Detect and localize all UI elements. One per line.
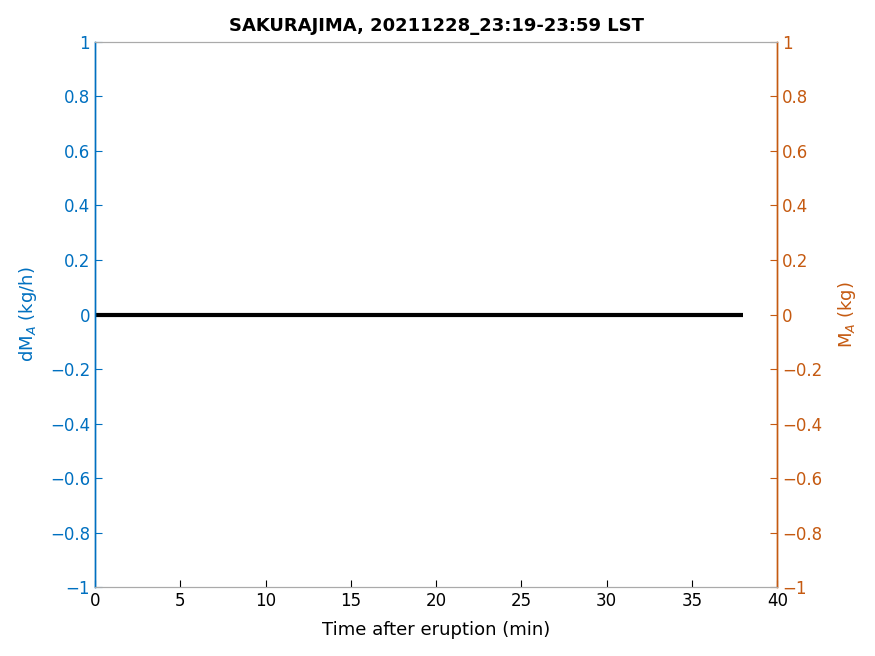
Title: SAKURAJIMA, 20211228_23:19-23:59 LST: SAKURAJIMA, 20211228_23:19-23:59 LST [228,16,644,35]
X-axis label: Time after eruption (min): Time after eruption (min) [322,621,550,640]
Y-axis label: dM$_A$ (kg/h): dM$_A$ (kg/h) [17,267,38,363]
Y-axis label: M$_A$ (kg): M$_A$ (kg) [836,281,858,348]
